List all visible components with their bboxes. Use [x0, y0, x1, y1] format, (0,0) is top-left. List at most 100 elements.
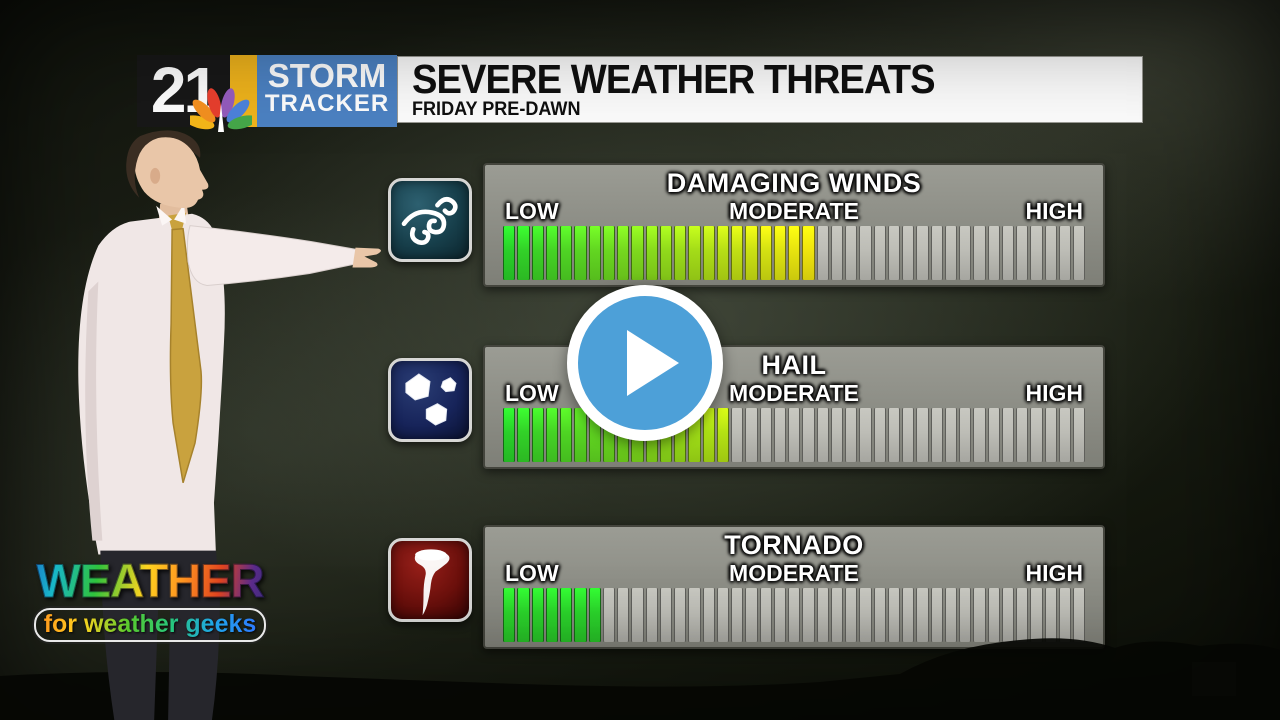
- tornado-segment: [859, 588, 872, 642]
- hail-segment: [845, 408, 858, 462]
- damaging-winds-segment: [859, 226, 872, 280]
- header-banner: SEVERE WEATHER THREATS FRIDAY PRE-DAWN: [397, 56, 1143, 123]
- watermark-title: WEATHER: [20, 555, 280, 606]
- damaging-winds-segment: [887, 226, 900, 280]
- hail-segment: [1016, 408, 1029, 462]
- tornado-segment: [1016, 588, 1029, 642]
- hail-segment: [830, 408, 843, 462]
- damaging-winds-panel: DAMAGING WINDS LOW MODERATE HIGH: [483, 163, 1105, 287]
- tornado-segment: [560, 588, 573, 642]
- storm-tracker-logo: STORM TRACKER: [257, 55, 397, 127]
- brand-line1: STORM: [267, 57, 387, 94]
- tornado-segment: [617, 588, 630, 642]
- damaging-winds-segment: [588, 226, 601, 280]
- tornado-segment: [1030, 588, 1043, 642]
- hailstones-icon: [405, 373, 457, 426]
- tornado-segment: [759, 588, 772, 642]
- tornado-segment: [716, 588, 729, 642]
- damaging-winds-segment: [688, 226, 701, 280]
- landscape-silhouette: [0, 638, 1280, 720]
- hail-segment: [574, 408, 587, 462]
- hail-segment: [545, 408, 558, 462]
- tornado-meter-bar: [503, 588, 1086, 642]
- damaging-winds-segment: [1030, 226, 1043, 280]
- hail-segment: [1030, 408, 1043, 462]
- tornado-segment: [973, 588, 986, 642]
- tornado-segment: [788, 588, 801, 642]
- tornado-panel: TORNADO LOW MODERATE HIGH: [483, 525, 1105, 649]
- tornado-segment: [631, 588, 644, 642]
- hail-segment: [930, 408, 943, 462]
- scale-high-label: HIGH: [1025, 198, 1084, 224]
- hail-segment: [773, 408, 786, 462]
- hail-segment: [944, 408, 957, 462]
- hail-segment: [1058, 408, 1071, 462]
- weather-presenter: [78, 130, 381, 720]
- damaging-winds-segment: [830, 226, 843, 280]
- tornado-segment: [517, 588, 530, 642]
- damaging-winds-segment: [987, 226, 1000, 280]
- scale-low-label: LOW: [505, 198, 559, 224]
- tornado-segment: [1044, 588, 1057, 642]
- hail-meter-bar: [503, 408, 1086, 462]
- watermark-tagline: for weather geeks: [43, 610, 257, 638]
- tornado-segment: [574, 588, 587, 642]
- tornado-segment: [1001, 588, 1014, 642]
- damaging-winds-segment: [702, 226, 715, 280]
- damaging-winds-segment: [545, 226, 558, 280]
- tornado-tile: [388, 538, 472, 622]
- hail-segment: [531, 408, 544, 462]
- tornado-segment: [588, 588, 601, 642]
- scale-moderate-label: MODERATE: [729, 380, 859, 406]
- tornado-segment: [531, 588, 544, 642]
- tornado-segment: [702, 588, 715, 642]
- tornado-segment: [944, 588, 957, 642]
- scale-labels: LOW MODERATE HIGH: [503, 380, 1085, 406]
- hail-segment: [816, 408, 829, 462]
- tornado-segment: [916, 588, 929, 642]
- scale-labels: LOW MODERATE HIGH: [503, 560, 1085, 586]
- hail-segment: [745, 408, 758, 462]
- scale-high-label: HIGH: [1025, 560, 1084, 586]
- scale-labels: LOW MODERATE HIGH: [503, 198, 1085, 224]
- tornado-segment: [1073, 588, 1086, 642]
- tornado-segment: [930, 588, 943, 642]
- hail-segment: [716, 408, 729, 462]
- tornado-segment: [887, 588, 900, 642]
- tornado-segment: [688, 588, 701, 642]
- damaging-winds-meter-bar: [503, 226, 1086, 280]
- play-button[interactable]: [567, 285, 723, 441]
- scale-high-label: HIGH: [1025, 380, 1084, 406]
- tornado-icon: [414, 549, 450, 616]
- tornado-segment: [873, 588, 886, 642]
- damaging-winds-segment: [674, 226, 687, 280]
- tornado-segment: [659, 588, 672, 642]
- tornado-segment: [830, 588, 843, 642]
- watermark-pill: for weather geeks: [33, 608, 267, 642]
- damaging-winds-segment: [1058, 226, 1071, 280]
- tornado-segment: [745, 588, 758, 642]
- damaging-winds-segment: [517, 226, 530, 280]
- damaging-winds-segment: [560, 226, 573, 280]
- tornado-segment: [987, 588, 1000, 642]
- tornado-segment: [602, 588, 615, 642]
- tornado-segment: [731, 588, 744, 642]
- meter-title: TORNADO: [724, 530, 864, 560]
- damaging-winds-segment: [1016, 226, 1029, 280]
- scale-moderate-label: MODERATE: [729, 560, 859, 586]
- tornado-segment: [816, 588, 829, 642]
- hail-segment: [959, 408, 972, 462]
- scale-moderate-label: MODERATE: [729, 198, 859, 224]
- damaging-winds-segment: [1044, 226, 1057, 280]
- hail-segment: [759, 408, 772, 462]
- page-title: SEVERE WEATHER THREATS: [412, 56, 936, 102]
- hail-segment: [560, 408, 573, 462]
- damaging-winds-segment: [873, 226, 886, 280]
- damaging-winds-segment: [916, 226, 929, 280]
- tornado-segment: [902, 588, 915, 642]
- wind-swirl-icon: [401, 197, 458, 246]
- meter-title: HAIL: [761, 350, 827, 380]
- damaging-winds-segment: [902, 226, 915, 280]
- hail-segment: [987, 408, 1000, 462]
